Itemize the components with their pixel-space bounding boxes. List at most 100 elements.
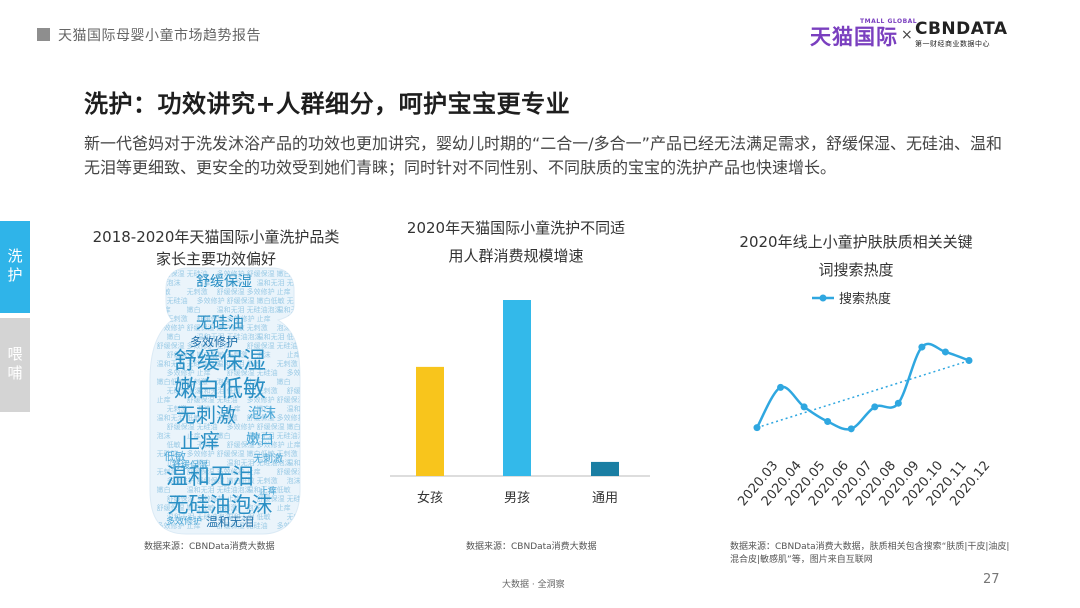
tmall-global-logo-sub: TMALL GLOBAL (860, 18, 918, 25)
wordcloud-filler-word: 无硅油 (247, 521, 268, 530)
wordcloud-filler-word: 止痒 (247, 377, 261, 386)
wordcloud-filler-word: 止痒 (307, 323, 321, 332)
wordcloud-filler-word: 无硅油 (277, 341, 298, 350)
wordcloud-filler-word: 多效修护 (217, 269, 245, 278)
line-chart-source: 数据来源：CBNData消费大数据，肤质相关包含搜索“肤质|干皮|油皮|混合皮|… (730, 542, 1010, 565)
wordcloud-filler-word: 多效修护 (227, 422, 255, 431)
wordcloud-filler-word: 止痒 (157, 395, 171, 404)
wordcloud-filler-word: 多效修护 (197, 494, 225, 503)
wordcloud-filler-word: 止痒 (167, 458, 181, 467)
wordcloud-filler-word: 温和无泪 (247, 485, 275, 494)
wordcloud-filler-word: 舒缓保湿 (257, 494, 285, 503)
cbndata-logo: CBNDATA (915, 19, 1008, 39)
line-chart: 搜索热度 2020.032020.042020.052020.062020.07… (735, 291, 993, 509)
wordcloud-filler-word: 无刺激 (287, 296, 308, 305)
wordcloud-filler-word: 止痒 (317, 476, 331, 485)
wordcloud-word: 止痒 (180, 429, 220, 453)
wordcloud-filler-word: 舒缓保湿 (277, 467, 305, 476)
wordcloud-filler-word: 无刺激 (307, 485, 328, 494)
wordcloud-title-line1: 2018-2020年天猫国际小童洗护品类 (92, 228, 340, 246)
wordcloud-word: 多效修护 (190, 334, 238, 349)
wordcloud-filler-word: 舒缓保湿 (307, 287, 335, 296)
wordcloud-filler-word: 无硅油 (157, 449, 178, 458)
wordcloud-filler-word: 嫩白低敏 (157, 377, 185, 386)
bar-chart-source: 数据来源：CBNData消费大数据 (466, 542, 597, 552)
wordcloud-filler-word: 低敏 (227, 386, 241, 395)
wordcloud-filler-word: 低敏 (277, 485, 291, 494)
wordcloud-filler-word: 止痒 (227, 494, 241, 503)
wordcloud-filler-word: 无硅油 (287, 494, 308, 503)
wordcloud-filler-word: 泡沫 (217, 377, 231, 386)
wordcloud-filler-word: 舒缓保湿 (167, 350, 195, 359)
tab-washcare[interactable]: 洗护 (0, 221, 30, 313)
wordcloud-word: 无刺激 (253, 452, 283, 465)
wordcloud-filler-word: 无硅油泡沫 (187, 359, 222, 368)
wordcloud-filler-word: 无硅油泡沫 (197, 512, 232, 521)
wordcloud-filler-word: 舒缓保湿 (287, 386, 315, 395)
wordcloud-filler-word: 泡沫 (157, 431, 171, 440)
wordcloud-word: 无硅油泡沫 (168, 493, 273, 517)
wordcloud-filler-word: 舒缓保湿 (187, 395, 215, 404)
wordcloud-word: 无刺激 (176, 403, 236, 427)
wordcloud-filler-word: 无刺激 (187, 377, 208, 386)
wordcloud-filler-word: 无硅油 (307, 467, 328, 476)
wordcloud-word: 温和无泪 (166, 465, 254, 490)
wordcloud-filler-word: 无硅油 (197, 422, 218, 431)
wordcloud-filler-word: 舒缓保湿 (167, 494, 195, 503)
tmall-global-logo: 天猫国际 (810, 25, 898, 49)
wordcloud-filler-word: 无刺激 (217, 503, 238, 512)
wordcloud-filler-word: 无硅油泡沫 (317, 404, 352, 413)
wordcloud-filler-word: 止痒 (287, 440, 301, 449)
bar-chart: 女孩 男孩 通用 (390, 300, 650, 506)
wordcloud-filler-word: 舒缓保湿 (197, 476, 225, 485)
wordcloud-filler-word: 止痒 (197, 368, 211, 377)
wordcloud-filler-word: 温和无泪 (217, 305, 245, 314)
wordcloud-filler-word: 止痒 (227, 404, 241, 413)
wordcloud-filler-word: 舒缓保湿 (317, 368, 345, 377)
wordcloud-filler-word: 舒缓保湿 (187, 323, 215, 332)
wordcloud-filler-word: 无硅油泡沫 (257, 458, 292, 467)
line-chart-title: 2020年线上小童护肤肤质相关关键词搜索热度 (739, 233, 973, 279)
wordcloud-filler-word: 泡沫 (287, 476, 301, 485)
wordcloud-filler-word: 无刺激 (257, 476, 278, 485)
page-title: 洗护：功效讲究+人群细分，呵护宝宝更专业 (84, 90, 571, 118)
line-point (918, 343, 926, 351)
wordcloud-filler-word: 舒缓保湿 (287, 314, 315, 323)
wordcloud-filler-word: 舒缓保湿 (247, 269, 275, 278)
wordcloud-filler-word: 舒缓保湿 (317, 512, 345, 521)
line-point (753, 424, 761, 432)
wordcloud-filler-word: 温和无泪 (257, 332, 285, 341)
wordcloud-filler-word: 温和无泪 (247, 431, 275, 440)
wordcloud-filler-word: 多效修护 (307, 341, 335, 350)
wordcloud-filler-word: 温和无泪 (167, 512, 195, 521)
wordcloud-filler-word: 无刺激 (227, 350, 248, 359)
wordcloud-word: 低敏 (164, 449, 186, 463)
wordcloud-filler-word: 止痒 (277, 503, 291, 512)
wordcloud-source: 数据来源：CBNData消费大数据 (144, 542, 275, 552)
wordcloud-filler-word: 泡沫 (307, 449, 321, 458)
wordcloud-filler-word: 温和无泪 (287, 458, 315, 467)
wordcloud-filler-word: 无刺激 (277, 359, 298, 368)
wordcloud-filler-word: 舒缓保湿 (277, 395, 305, 404)
wordcloud-filler-word: 嫩白低敏 (217, 323, 245, 332)
wordcloud-filler-word: 止痒 (187, 521, 201, 530)
wordcloud-filler-word: 多效修护 (167, 368, 195, 377)
tab-feeding[interactable]: 喂哺 (0, 318, 30, 412)
wordcloud-filler-word: 嫩白低敏 (257, 296, 285, 305)
wordcloud-filler-word: 止痒 (217, 341, 231, 350)
wordcloud-filler-word: 舒缓保湿 (247, 341, 275, 350)
wordcloud-filler-word: 嫩白低敏 (197, 350, 225, 359)
bar-2 (591, 461, 619, 476)
wordcloud-filler-word: 无硅油 (167, 296, 188, 305)
wordcloud-word: 舒缓保湿 (196, 274, 252, 290)
intro-text: 新一代爸妈对于洗发沐浴产品的功效也更加讲究，婴幼儿时期的“二合一/多合一”产品已… (84, 134, 1002, 177)
wordcloud-filler-word: 无硅油 (217, 395, 238, 404)
bar-category-label: 女孩 (417, 490, 443, 506)
wordcloud-filler-word: 无硅油 (317, 314, 338, 323)
wordcloud-word: 舒缓保湿 (174, 348, 266, 374)
wordcloud-filler-word: 嫩白 (317, 350, 331, 359)
logo-separator: × (901, 27, 913, 43)
wordcloud-filler-word: 舒缓保湿 (257, 422, 285, 431)
wordcloud-filler-word: 嫩白 (167, 332, 181, 341)
